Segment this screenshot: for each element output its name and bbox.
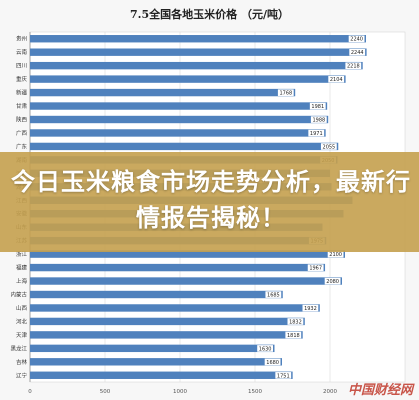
y-tick-label: 浙江 <box>16 250 28 258</box>
data-label: 2104 <box>330 77 343 83</box>
bar <box>30 250 345 258</box>
y-tick-label: 陕西 <box>16 116 28 124</box>
headline-banner: 今日玉米粮食市场走势分析，最新行情报告揭秘！ <box>0 152 419 252</box>
data-label-box <box>265 291 282 298</box>
y-tick-label: 广西 <box>16 129 28 137</box>
data-label-box <box>307 264 324 271</box>
data-label: 1932 <box>304 306 317 312</box>
data-label: 1832 <box>289 319 302 325</box>
y-tick-label: 河北 <box>16 317 28 325</box>
bar <box>30 277 342 285</box>
bar <box>30 344 275 353</box>
bar <box>30 290 283 299</box>
data-label-box <box>285 331 302 339</box>
bar <box>30 102 328 110</box>
y-tick-label: 福建 <box>16 264 28 272</box>
data-label-box <box>309 102 326 110</box>
y-tick-label: 重庆 <box>16 75 28 83</box>
bar <box>30 317 305 326</box>
y-tick-label: 甘肃 <box>16 102 28 110</box>
data-label: 2100 <box>329 252 342 258</box>
x-tick-label: 500 <box>100 389 111 395</box>
data-label: 1988 <box>312 118 325 124</box>
data-label: 1685 <box>267 293 280 299</box>
y-tick-label: 黑龙江 <box>10 344 27 352</box>
data-label: 1751 <box>277 373 290 379</box>
site-watermark: 中国财经网 <box>347 383 413 398</box>
bar <box>30 48 367 56</box>
bar <box>30 263 326 272</box>
data-label: 2055 <box>323 144 336 150</box>
data-label-box <box>302 304 319 312</box>
y-tick-label: 新疆 <box>16 89 28 97</box>
data-label: 2080 <box>326 279 339 285</box>
headline-text: 今日玉米粮食市场走势分析，最新行情报告揭秘！ <box>11 168 411 232</box>
data-label-box <box>324 277 341 285</box>
y-tick-label: 内蒙古 <box>10 291 27 299</box>
data-label: 1967 <box>309 266 322 272</box>
bar <box>30 142 339 151</box>
data-label-box <box>257 345 273 352</box>
y-tick-label: 辽宁 <box>16 371 28 379</box>
data-label-box <box>310 116 327 123</box>
y-tick-label: 广东 <box>16 142 28 150</box>
bar <box>30 75 346 83</box>
data-label-box <box>328 75 345 83</box>
data-label: 1768 <box>279 91 292 97</box>
data-label-box <box>277 89 294 96</box>
x-tick-label: 2000 <box>323 389 337 395</box>
x-tick-label: 0 <box>28 389 32 395</box>
x-tick-label: 1500 <box>248 389 262 395</box>
y-tick-label: 天津 <box>16 332 28 339</box>
data-label-box <box>345 62 362 70</box>
bar <box>30 35 366 43</box>
bar <box>30 61 363 70</box>
data-label: 2218 <box>347 64 360 70</box>
data-label: 1818 <box>287 333 300 339</box>
y-tick-label: 四川 <box>16 63 27 70</box>
bar <box>30 129 326 137</box>
data-label: 1981 <box>311 104 324 110</box>
data-label: 1680 <box>266 360 279 366</box>
data-label: 2244 <box>351 50 364 56</box>
y-tick-label: 吉林 <box>16 358 28 366</box>
x-tick-label: 1000 <box>173 389 187 395</box>
bar <box>30 358 282 366</box>
y-tick-label: 山西 <box>16 304 28 312</box>
data-label: 1630 <box>259 346 272 352</box>
bar <box>30 331 303 339</box>
bar <box>30 115 329 124</box>
y-tick-label: 上海 <box>16 277 28 285</box>
data-label: 2240 <box>350 37 363 43</box>
data-label: 1971 <box>310 131 323 137</box>
data-label-box <box>287 318 304 325</box>
bar <box>30 304 320 312</box>
y-tick-label: 云南 <box>16 48 28 56</box>
data-label-box <box>320 143 337 150</box>
data-label-box <box>348 35 365 43</box>
data-label-box <box>308 129 325 137</box>
data-label-box <box>264 358 281 366</box>
data-label-box <box>275 372 292 379</box>
y-tick-label: 贵州 <box>16 35 27 43</box>
bar <box>30 88 296 97</box>
bar <box>30 371 293 379</box>
data-label-box <box>349 48 366 56</box>
chart-title: 7.5全国各地玉米价格 （元/吨） <box>130 8 289 21</box>
data-label-box <box>327 250 344 258</box>
